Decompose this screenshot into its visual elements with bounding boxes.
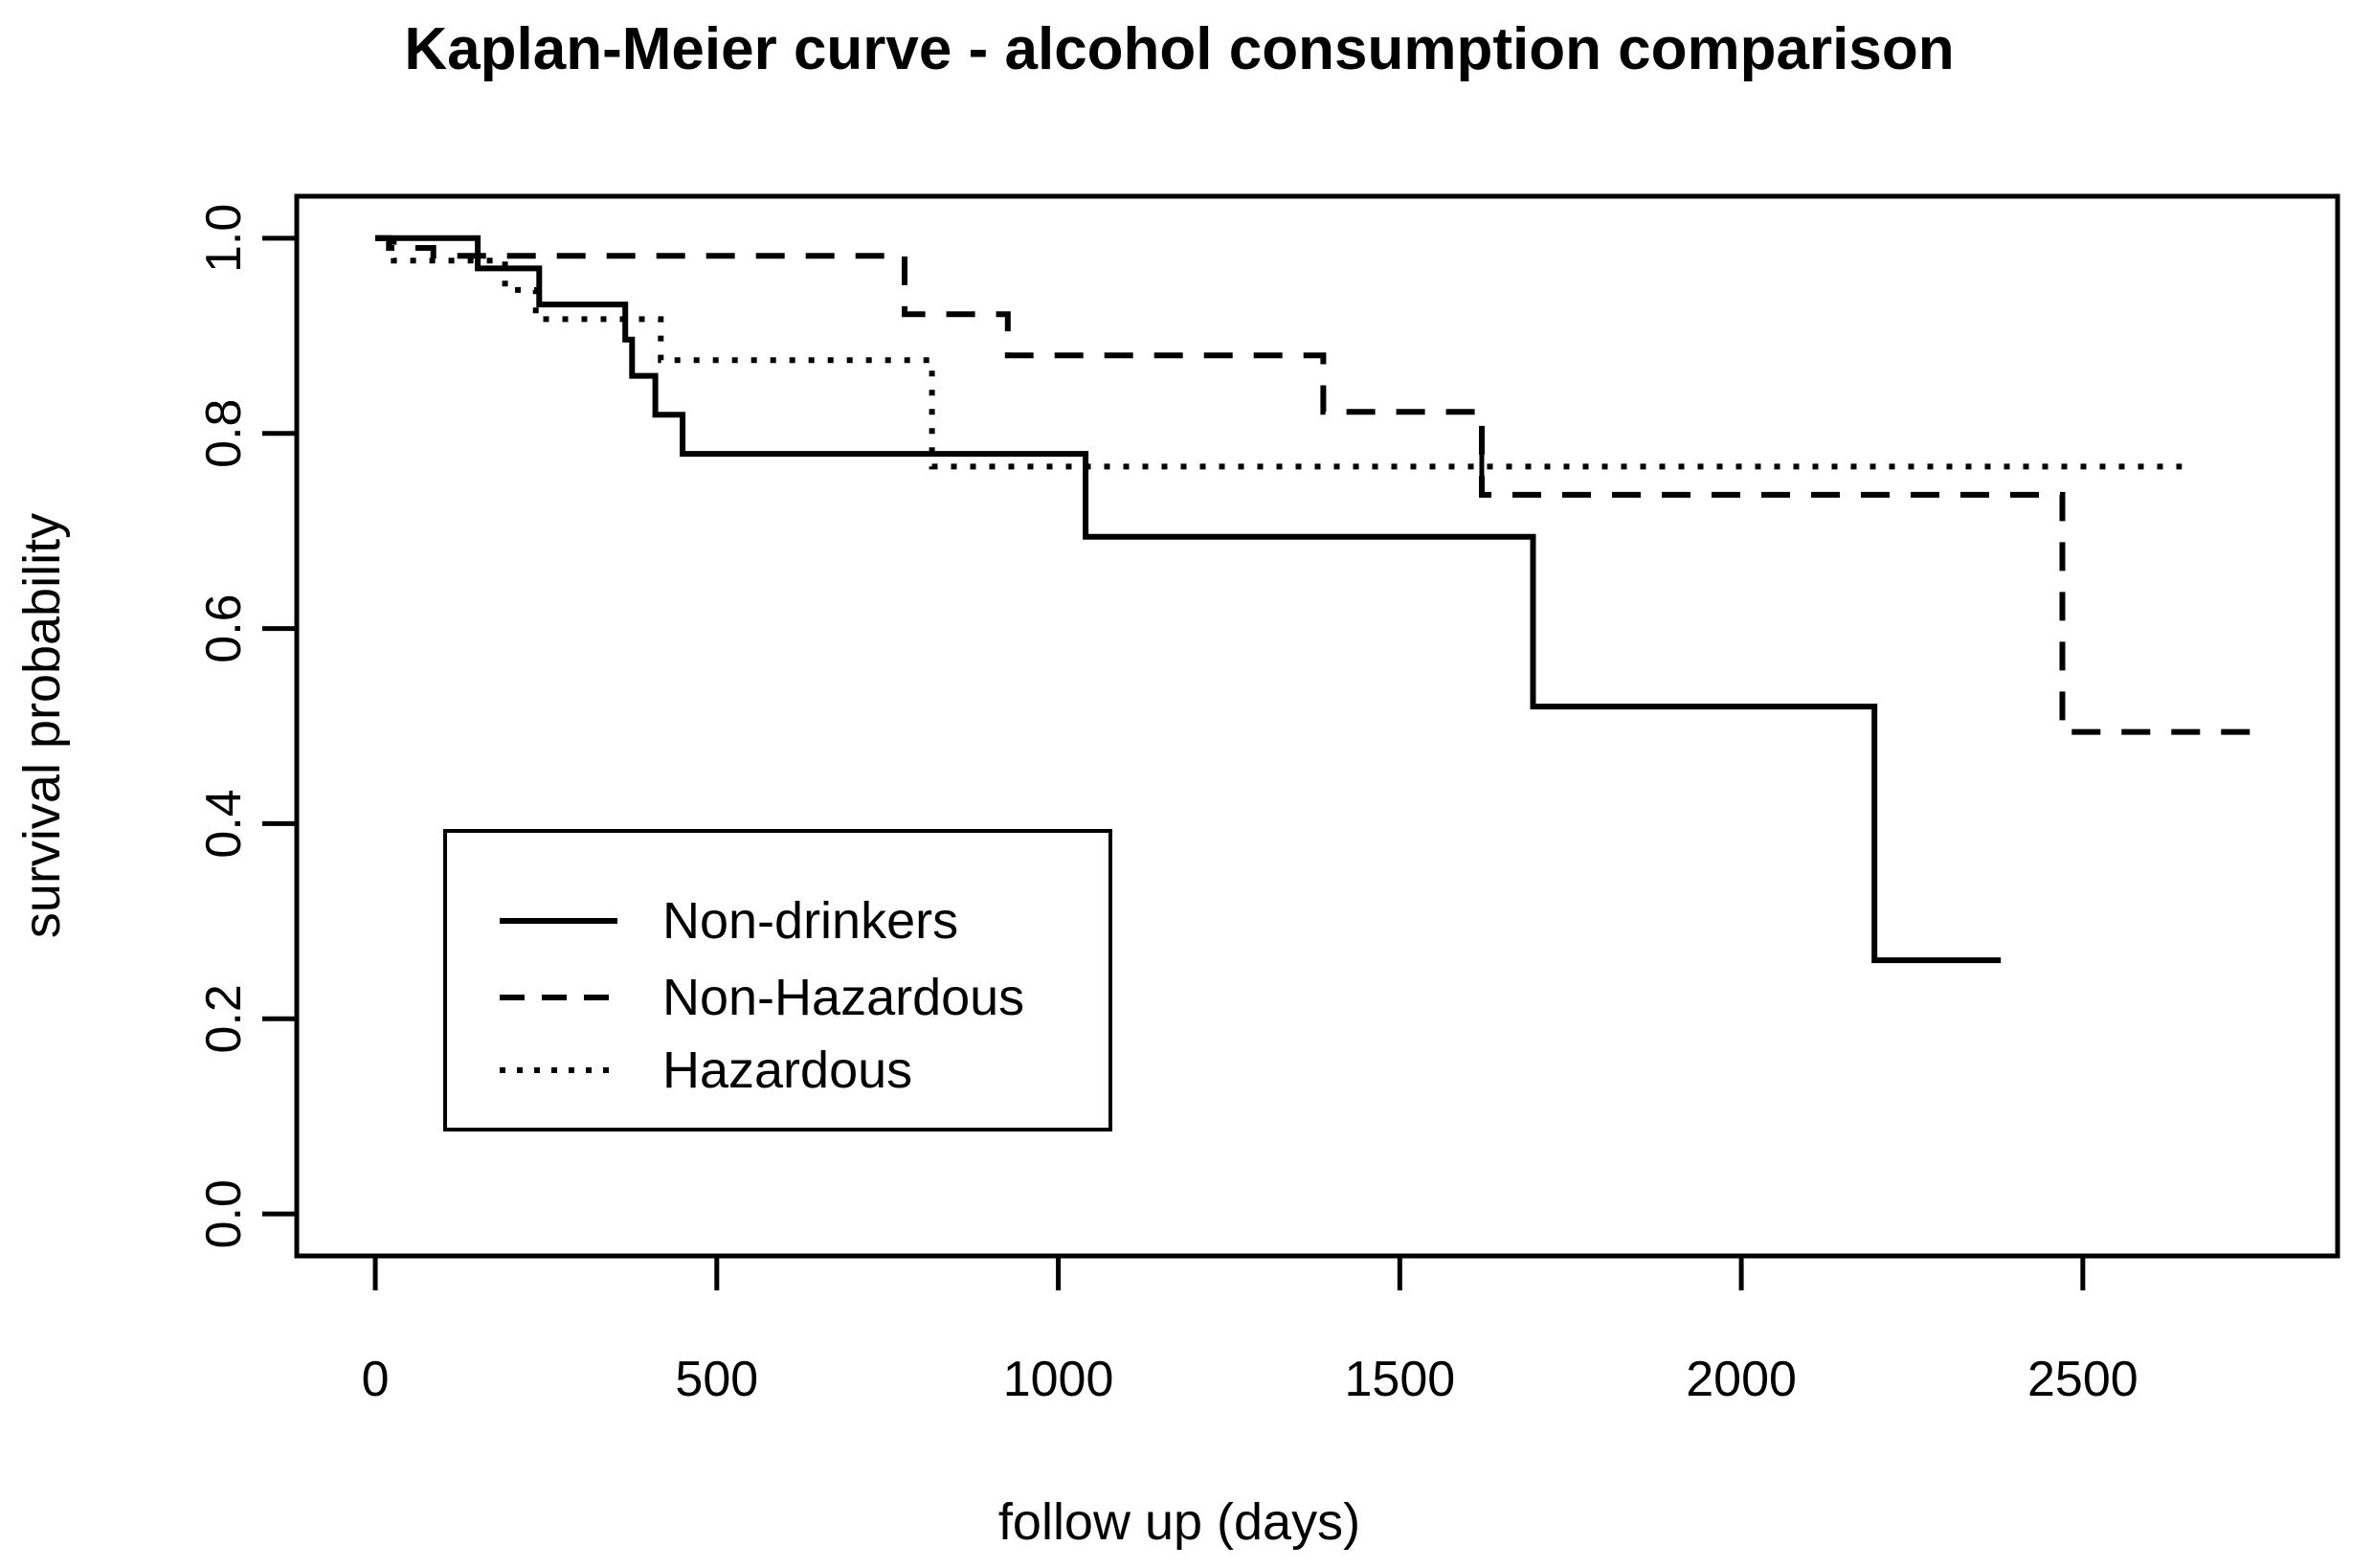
y-tick-label: 0.4 [196,789,252,858]
legend-label-non-hazardous: Non-Hazardous [662,969,1024,1026]
legend: Non-drinkers Non-Hazardous Hazardous [443,829,1112,1131]
x-tick-label: 1500 [1344,1352,1455,1407]
curve-hazardous [375,235,2183,470]
legend-box [443,829,1112,1131]
curve-non-drinkers [375,235,2002,964]
y-tick-label: 0.6 [196,594,252,662]
legend-label-non-drinkers: Non-drinkers [662,892,958,950]
chart-title: Kaplan-Meier curve - alcohol consumption… [404,16,1954,82]
legend-label-hazardous: Hazardous [662,1042,912,1099]
y-tick-label: 0.0 [196,1179,252,1248]
x-tick-label: 1000 [1003,1352,1114,1407]
y-tick-label: 1.0 [196,204,252,273]
y-axis-label: survival probability [13,513,71,938]
x-tick-label: 0 [362,1352,390,1407]
curve-non-hazardous [375,235,2254,735]
plot-border [294,193,2340,1259]
y-tick-label: 0.8 [196,399,252,468]
x-tick-label: 500 [675,1352,758,1407]
x-tick-label: 2000 [1686,1352,1797,1407]
x-tick-label: 2500 [2027,1352,2138,1407]
y-tick-label: 0.2 [196,984,252,1053]
x-axis-label: follow up (days) [998,1493,1360,1551]
